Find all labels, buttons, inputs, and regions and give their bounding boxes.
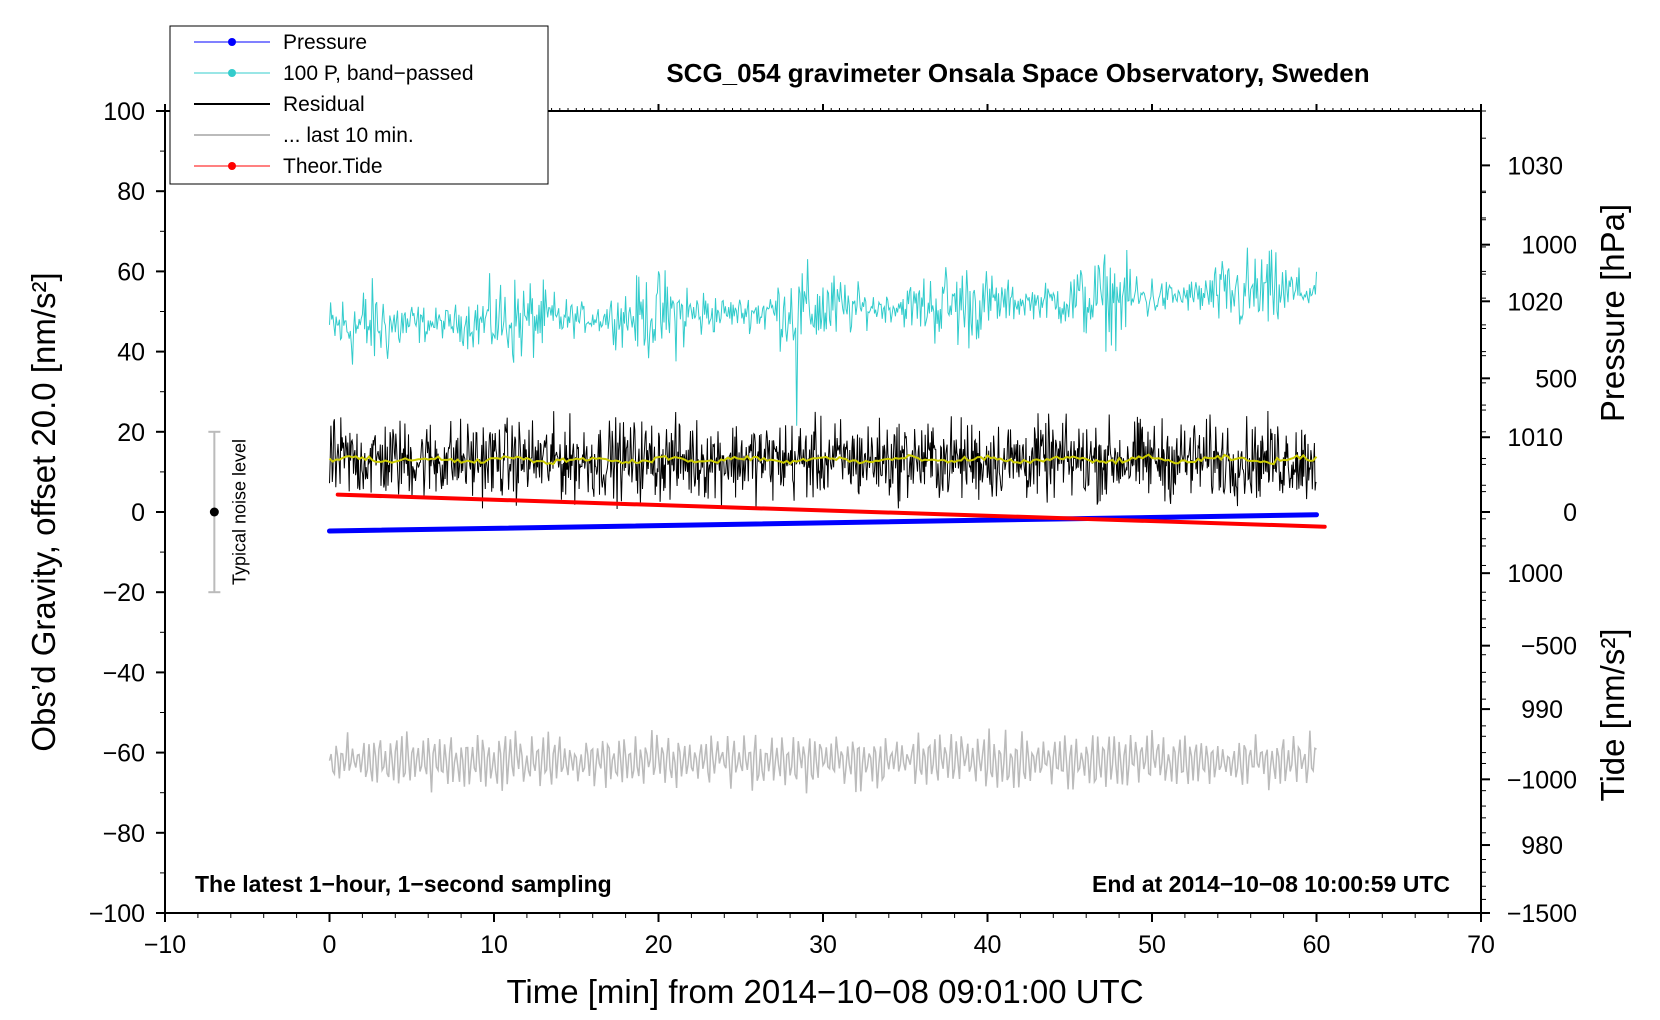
pressure-tick-label: 1030 xyxy=(1507,152,1563,180)
end-time-note: End at 2014−10−08 10:00:59 UTC xyxy=(1092,871,1450,897)
y-tick-label: −80 xyxy=(103,820,145,848)
legend-swatch-marker xyxy=(228,38,236,46)
pressure-line xyxy=(327,512,1319,534)
y-axis-title: Obs’d Gravity, offset 20.0 [nm/s²] xyxy=(25,272,62,751)
x-tick-label: 0 xyxy=(323,931,337,959)
chart-title: SCG_054 gravimeter Onsala Space Observat… xyxy=(666,58,1369,88)
y-tick-label: −60 xyxy=(103,740,145,768)
noise-label: Typical noise level xyxy=(229,439,249,585)
x-axis-title: Time [min] from 2014−10−08 09:01:00 UTC xyxy=(506,973,1143,1010)
y-tick-label: −20 xyxy=(103,579,145,607)
pressure-tick-label: 1020 xyxy=(1507,288,1563,316)
tide-line xyxy=(335,492,1327,529)
residual-line xyxy=(329,410,1317,510)
tide-tick-label: 500 xyxy=(1535,365,1577,393)
residual-smoothed-line xyxy=(328,453,1318,466)
legend-label: 100 P, band−passed xyxy=(283,62,474,85)
legend-label: Pressure xyxy=(283,31,367,54)
y-tick-label: 100 xyxy=(103,98,145,126)
x-tick-label: −10 xyxy=(144,931,186,959)
x-tick-label: 30 xyxy=(809,931,837,959)
tide-tick-label: −1000 xyxy=(1507,766,1577,794)
noise-level-indicator: Typical noise level xyxy=(208,430,249,594)
ticks-layer: −10 0 10 20 30 40 50 60 70100806040200−20−40−60−… xyxy=(89,98,1577,959)
legend: Pressure 100 P, band−passed Residual ... la… xyxy=(169,25,549,185)
pressure-tick-label: 980 xyxy=(1521,832,1563,860)
pressure-tick-label: 1000 xyxy=(1507,560,1563,588)
pressure-tick-label: 990 xyxy=(1521,696,1563,724)
x-tick-label: 40 xyxy=(974,931,1002,959)
legend-swatch-marker xyxy=(228,162,236,170)
pressure-tick-label: 1010 xyxy=(1507,424,1563,452)
x-tick-label: 70 xyxy=(1467,931,1495,959)
pressure-axis-title: Pressure [hPa] xyxy=(1594,204,1631,422)
legend-label: ... last 10 min. xyxy=(283,124,414,147)
bandpassed-pressure-line xyxy=(329,247,1317,426)
y-tick-label: 0 xyxy=(131,499,145,527)
x-tick-label: 10 xyxy=(480,931,508,959)
x-tick-label: 50 xyxy=(1138,931,1166,959)
y-tick-label: 40 xyxy=(117,339,145,367)
legend-swatch-marker xyxy=(228,69,236,77)
y-tick-label: 20 xyxy=(117,419,145,447)
y-tick-label: −100 xyxy=(89,900,145,928)
noise-bar-dot xyxy=(209,507,219,517)
tide-tick-label: −1500 xyxy=(1507,900,1577,928)
tide-tick-label: −500 xyxy=(1521,633,1577,661)
legend-label: Theor.Tide xyxy=(283,155,383,178)
y-tick-label: −40 xyxy=(103,659,145,687)
legend-label: Residual xyxy=(283,93,365,116)
last-10-min-line xyxy=(328,728,1317,794)
sampling-note: The latest 1−hour, 1−second sampling xyxy=(195,871,612,897)
x-tick-label: 20 xyxy=(645,931,673,959)
y-tick-label: 60 xyxy=(117,258,145,286)
series-layer xyxy=(327,247,1327,794)
tide-tick-label: 1000 xyxy=(1521,232,1577,260)
tide-axis-title: Tide [nm/s²] xyxy=(1594,629,1631,802)
x-tick-label: 60 xyxy=(1303,931,1331,959)
tide-tick-label: 0 xyxy=(1563,499,1577,527)
y-tick-label: 80 xyxy=(117,178,145,206)
